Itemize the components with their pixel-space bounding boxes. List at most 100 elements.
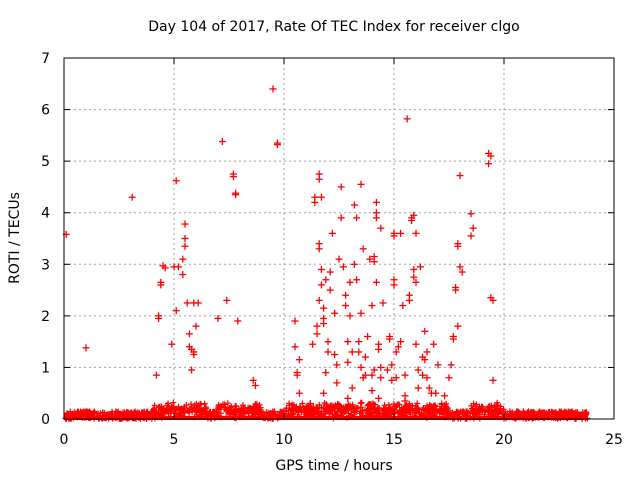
baseline-point xyxy=(274,415,281,422)
baseline-point xyxy=(418,411,425,418)
baseline-point xyxy=(474,405,481,412)
data-point xyxy=(425,384,433,392)
data-point xyxy=(229,173,237,181)
data-point xyxy=(421,327,429,335)
baseline-point xyxy=(396,408,403,415)
baseline-point xyxy=(238,411,245,418)
baseline-point xyxy=(336,403,343,410)
data-point xyxy=(183,299,191,307)
baseline-point xyxy=(241,408,248,415)
data-point xyxy=(249,376,257,384)
data-point xyxy=(306,400,314,408)
data-point xyxy=(357,363,365,371)
baseline-point xyxy=(520,408,527,415)
baseline-point xyxy=(233,415,240,422)
data-point xyxy=(397,338,405,346)
data-point xyxy=(456,172,464,180)
data-point xyxy=(383,366,391,374)
baseline-point xyxy=(184,407,191,414)
data-point xyxy=(128,193,136,201)
baseline-point xyxy=(486,403,493,410)
baseline-point xyxy=(455,409,462,416)
baseline-point xyxy=(444,406,451,413)
baseline-point xyxy=(444,413,451,420)
baseline-point xyxy=(202,405,209,412)
axis-ticks: 0 5 10 15 20 25 0 1 2 3 4 5 6 7 xyxy=(41,51,623,448)
y-tick-label: 3 xyxy=(41,257,50,273)
baseline-point xyxy=(516,409,523,416)
data-point xyxy=(447,361,455,369)
baseline-point xyxy=(80,410,87,417)
baseline-point xyxy=(357,408,364,415)
baseline-point xyxy=(353,405,360,412)
data-point xyxy=(392,348,400,356)
data-point xyxy=(179,271,187,279)
baseline-point xyxy=(360,412,367,419)
baseline-point xyxy=(333,412,340,419)
baseline-point xyxy=(545,413,552,420)
data-point xyxy=(155,312,163,320)
baseline-point xyxy=(329,411,336,418)
baseline-point xyxy=(285,400,292,407)
baseline-point xyxy=(436,409,443,416)
baseline-point xyxy=(334,400,341,407)
data-point xyxy=(326,286,334,294)
baseline-point xyxy=(224,400,231,407)
data-point xyxy=(423,348,431,356)
baseline-point xyxy=(303,405,310,412)
data-points xyxy=(62,85,497,408)
data-point xyxy=(370,366,378,374)
baseline-point xyxy=(295,408,302,415)
baseline-point xyxy=(142,413,149,420)
data-point xyxy=(377,224,385,232)
data-point xyxy=(348,384,356,392)
baseline-point xyxy=(485,413,492,420)
data-point xyxy=(368,387,376,395)
baseline-point xyxy=(193,400,200,407)
data-point xyxy=(372,198,380,206)
data-point xyxy=(405,296,413,304)
data-point xyxy=(214,314,222,322)
data-point xyxy=(315,175,323,183)
data-point xyxy=(251,381,259,389)
data-point xyxy=(485,160,493,168)
baseline-point xyxy=(146,411,153,418)
data-point xyxy=(412,340,420,348)
baseline-point xyxy=(351,409,358,416)
y-tick-label: 2 xyxy=(41,309,50,325)
data-point xyxy=(401,397,409,405)
baseline-point xyxy=(476,415,483,422)
baseline-point xyxy=(426,407,433,414)
baseline-point xyxy=(131,408,138,415)
baseline-point xyxy=(277,411,284,418)
baseline-point xyxy=(525,408,532,415)
baseline-point xyxy=(151,410,158,417)
baseline-point xyxy=(212,412,219,419)
data-point xyxy=(322,369,330,377)
data-point xyxy=(311,198,319,206)
data-point xyxy=(152,371,160,379)
baseline-point xyxy=(181,405,188,412)
data-point xyxy=(194,299,202,307)
baseline-point xyxy=(495,411,502,418)
data-point xyxy=(337,214,345,222)
data-point xyxy=(161,264,169,272)
data-point xyxy=(414,384,422,392)
data-point xyxy=(452,286,460,294)
baseline-point xyxy=(158,412,165,419)
data-point xyxy=(331,351,339,359)
data-point xyxy=(449,332,457,340)
baseline-point xyxy=(550,411,557,418)
data-point xyxy=(412,278,420,286)
baseline-point xyxy=(391,409,398,416)
baseline-point xyxy=(536,408,543,415)
data-point xyxy=(315,245,323,253)
data-point xyxy=(342,291,350,299)
baseline-point xyxy=(101,414,108,421)
x-tick-label: 20 xyxy=(495,432,513,448)
baseline-point xyxy=(265,409,272,416)
data-point xyxy=(324,338,332,346)
y-tick-label: 1 xyxy=(41,360,50,376)
y-tick-label: 4 xyxy=(41,206,50,222)
baseline-point xyxy=(421,410,428,417)
